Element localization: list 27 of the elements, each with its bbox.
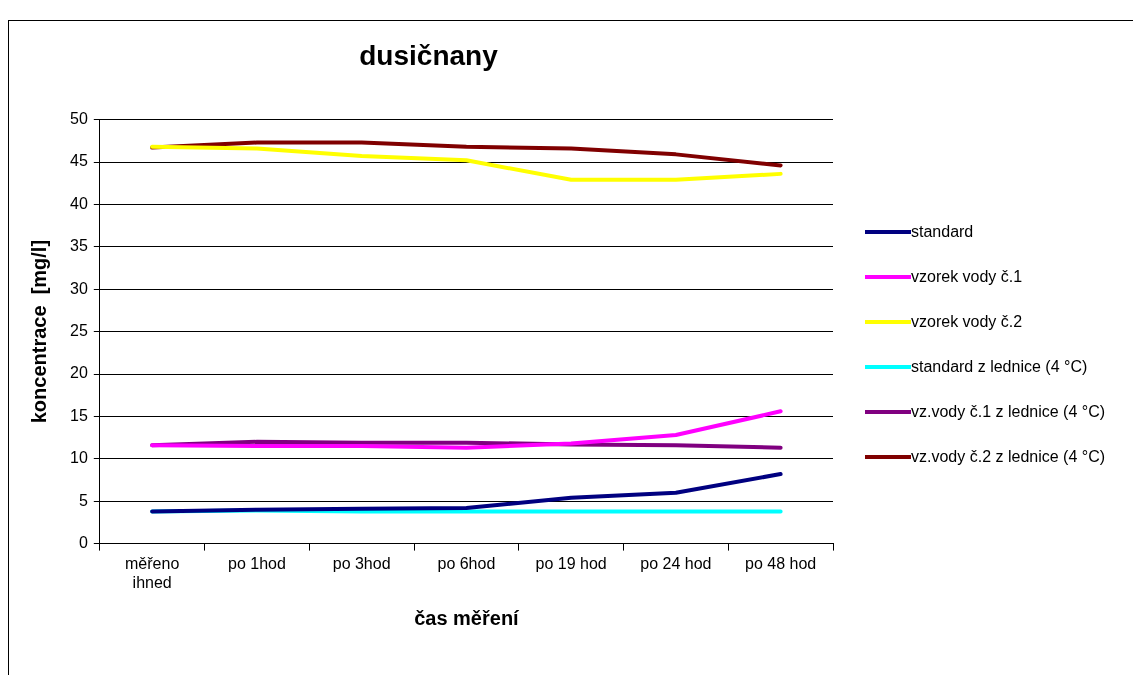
x-tick-label: po 19 hod <box>535 554 607 572</box>
y-tick-label: 10 <box>70 449 88 467</box>
y-tick-label: 25 <box>70 322 88 340</box>
y-tick-label: 0 <box>78 534 88 552</box>
y-tick-label: 5 <box>78 491 88 509</box>
legend-label: vzorek vody č.2 <box>911 312 1023 332</box>
legend-label: standard z lednice (4 °C) <box>911 357 1088 377</box>
y-tick-label: 30 <box>70 279 88 297</box>
x-tick-label: po 3hod <box>332 554 391 572</box>
legend-label: vz.vody č.1 z lednice (4 °C) <box>911 402 1106 422</box>
x-tick-label: měřeno ihned <box>125 554 180 591</box>
legend-label: vz.vody č.2 z lednice (4 °C) <box>911 447 1106 467</box>
y-tick-label: 45 <box>70 152 88 170</box>
y-axis-title: koncentrace [mg/l] <box>27 239 50 424</box>
y-tick-label: 40 <box>70 194 88 212</box>
x-tick-label: po 48 hod <box>745 554 817 572</box>
x-tick-label: po 6hod <box>437 554 496 572</box>
legend-label: standard <box>911 222 974 242</box>
x-tick-label: po 24 hod <box>640 554 712 572</box>
x-axis-title: čas měření <box>414 606 521 629</box>
x-tick-label: po 1hod <box>227 554 286 572</box>
chart-title: dusičnany <box>359 39 499 71</box>
y-tick-label: 50 <box>70 110 88 128</box>
legend-label: vzorek vody č.1 <box>911 267 1023 287</box>
y-tick-label: 35 <box>70 237 88 255</box>
y-tick-label: 15 <box>70 406 88 424</box>
y-tick-label: 20 <box>70 364 88 382</box>
